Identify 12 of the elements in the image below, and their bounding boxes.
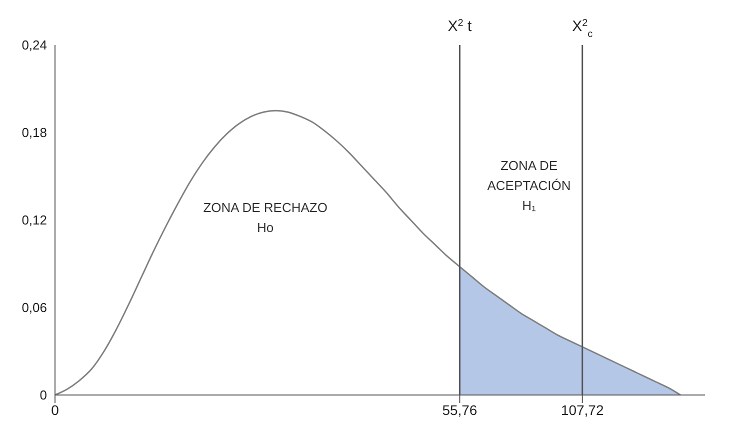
annotation: ZONA DE RECHAZO Ho [202,199,328,237]
y-tick-label: 0,06 [22,300,47,316]
ref-line-label: X$^{2}$ t [448,18,472,35]
y-tick-label: 0 [40,388,47,403]
line-series [55,110,682,395]
annotation: ZONA DE ACEPTACIÓN H₁ [486,157,572,215]
x-tick-label: 0 [51,402,60,418]
x-tick-label: 107,72 [560,402,604,418]
y-tick-label: 0,12 [22,212,47,228]
y-tick-label: 0,18 [22,125,47,140]
x-tick-label: 55,76 [442,402,478,418]
y-tick-label: 0,24 [22,38,47,53]
